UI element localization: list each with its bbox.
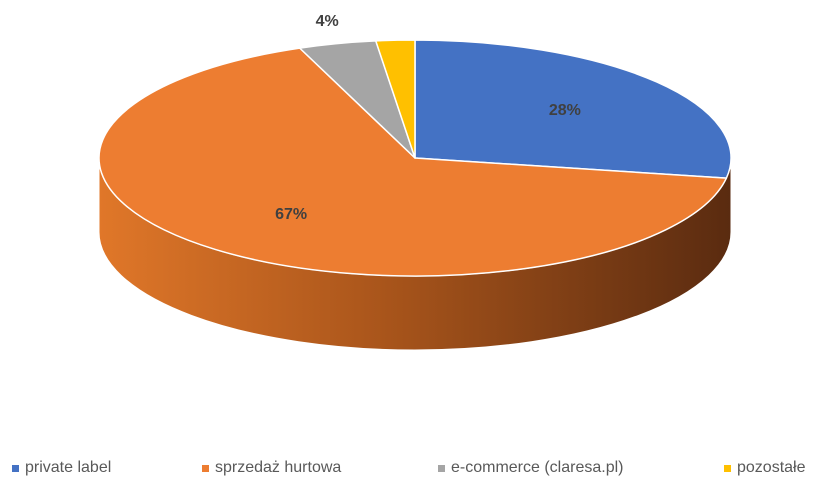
legend-swatch-private-label <box>12 464 19 472</box>
legend-swatch-sprzedaz-hurtowa <box>202 464 209 472</box>
data-label-3: 2% <box>372 0 395 3</box>
legend-item-sprzedaz-hurtowa: sprzedaż hurtowa <box>202 459 341 477</box>
legend-item-pozostale: pozostałe <box>724 459 806 477</box>
pie-slice-0 <box>414 39 732 179</box>
data-labels: 28% 67% 4% 2% <box>275 0 581 223</box>
data-label-1: 67% <box>275 206 307 223</box>
legend-item-private-label: private label <box>12 459 111 477</box>
legend-label: pozostałe <box>737 459 806 476</box>
legend-label: e-commerce (claresa.pl) <box>451 459 624 476</box>
pie-slice-1 <box>98 47 728 277</box>
pie-slice-3 <box>375 39 416 159</box>
data-label-0: 28% <box>549 102 581 119</box>
legend-item-e-commerce: e-commerce (claresa.pl) <box>438 459 623 477</box>
pie-top-face <box>98 39 732 277</box>
legend-label: private label <box>25 459 112 476</box>
legend-swatch-e-commerce <box>438 464 445 472</box>
legend-label: sprzedaż hurtowa <box>215 459 342 476</box>
legend: private label sprzedaż hurtowa e-commerc… <box>0 459 817 479</box>
data-label-2: 4% <box>316 13 339 30</box>
legend-swatch-pozostale <box>724 464 731 472</box>
